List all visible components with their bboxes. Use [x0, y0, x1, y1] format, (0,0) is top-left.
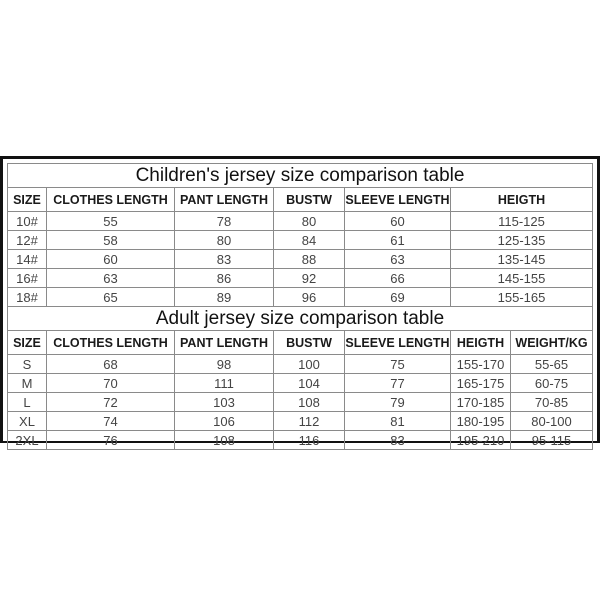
table-cell: 72 — [46, 392, 175, 412]
table-cell: 88 — [273, 249, 345, 269]
table-cell: 100 — [273, 354, 345, 374]
column-header: HEIGTH — [449, 187, 594, 212]
table-row: 18# 65 89 96 69 155-165 — [7, 287, 594, 307]
table-cell: 155-165 — [449, 287, 594, 307]
column-header: BUSTW — [273, 330, 345, 355]
table-cell: 108 — [273, 392, 345, 412]
column-header: WEIGHT/KG — [509, 330, 594, 355]
table-cell: XL — [7, 411, 47, 431]
table-row: 12# 58 80 84 61 125-135 — [7, 230, 594, 250]
table-cell: 74 — [46, 411, 175, 431]
table-cell: 65 — [46, 287, 175, 307]
table-cell: 63 — [344, 249, 451, 269]
table-cell: 60 — [46, 249, 175, 269]
size-chart-frame: Children's jersey size comparison table S… — [0, 156, 600, 450]
column-header: CLOTHES LENGTH — [46, 187, 175, 212]
table-cell: 61 — [344, 230, 451, 250]
column-header: CLOTHES LENGTH — [46, 330, 175, 355]
table-cell: 81 — [344, 411, 451, 431]
column-header: SIZE — [7, 187, 47, 212]
table-cell: 155-170 — [450, 354, 511, 374]
table-cell: 111 — [174, 373, 274, 393]
table-cell: 76 — [46, 430, 175, 450]
table-cell: 78 — [174, 211, 274, 231]
column-header: SLEEVE LENGTH — [344, 187, 451, 212]
table-cell: 10# — [7, 211, 47, 231]
table-cell: 69 — [344, 287, 451, 307]
table-cell: 92 — [273, 268, 345, 288]
table-cell: 108 — [174, 430, 274, 450]
table-cell: L — [7, 392, 47, 412]
table-cell: 16# — [7, 268, 47, 288]
table-cell: 79 — [344, 392, 451, 412]
table-cell: 165-175 — [450, 373, 511, 393]
table-cell: 115-125 — [449, 211, 594, 231]
table-cell: 70 — [46, 373, 175, 393]
table-cell: 66 — [344, 268, 451, 288]
table-cell: 96 — [273, 287, 345, 307]
column-header: SIZE — [7, 330, 47, 355]
table-cell: 2XL — [7, 430, 47, 450]
column-header: SLEEVE LENGTH — [344, 330, 451, 355]
table-cell: 170-185 — [450, 392, 511, 412]
table-row: L 72 103 108 79 170-185 70-85 — [7, 392, 594, 412]
table-cell: 116 — [273, 430, 345, 450]
table-cell: 75 — [344, 354, 451, 374]
table-row: M 70 111 104 77 165-175 60-75 — [7, 373, 594, 393]
table-row: 10# 55 78 80 60 115-125 — [7, 211, 594, 231]
adult-title-row: Adult jersey size comparison table — [6, 306, 594, 331]
table-cell: 83 — [174, 249, 274, 269]
table-cell: 98 — [174, 354, 274, 374]
table-row: 14# 60 83 88 63 135-145 — [7, 249, 594, 269]
table-cell: 77 — [344, 373, 451, 393]
table-cell: 106 — [174, 411, 274, 431]
adult-table-title: Adult jersey size comparison table — [6, 306, 594, 331]
table-cell: 55-65 — [509, 354, 594, 374]
table-row: 2XL 76 108 116 83 195-210 95-115 — [7, 430, 594, 450]
table-cell: 180-195 — [450, 411, 511, 431]
table-cell: 125-135 — [449, 230, 594, 250]
size-comparison-table: Children's jersey size comparison table S… — [6, 163, 594, 450]
table-cell: 195-210 — [450, 430, 511, 450]
table-cell: 80 — [174, 230, 274, 250]
column-header: PANT LENGTH — [174, 187, 274, 212]
column-header: HEIGTH — [450, 330, 511, 355]
table-cell: 12# — [7, 230, 47, 250]
table-cell: 60 — [344, 211, 451, 231]
table-cell: 95-115 — [509, 430, 594, 450]
table-cell: M — [7, 373, 47, 393]
table-cell: 135-145 — [449, 249, 594, 269]
column-header: BUSTW — [273, 187, 345, 212]
children-title-row: Children's jersey size comparison table — [6, 163, 594, 188]
table-cell: 68 — [46, 354, 175, 374]
table-cell: 86 — [174, 268, 274, 288]
children-header-row: SIZE CLOTHES LENGTH PANT LENGTH BUSTW SLEEVE… — [7, 187, 594, 212]
table-cell: 80 — [273, 211, 345, 231]
table-cell: 70-85 — [509, 392, 594, 412]
table-cell: 60-75 — [509, 373, 594, 393]
table-row: 16# 63 86 92 66 145-155 — [7, 268, 594, 288]
table-cell: 145-155 — [449, 268, 594, 288]
table-row: XL 74 106 112 81 180-195 80-100 — [7, 411, 594, 431]
table-cell: 104 — [273, 373, 345, 393]
table-cell: 112 — [273, 411, 345, 431]
table-cell: 55 — [46, 211, 175, 231]
column-header: PANT LENGTH — [174, 330, 274, 355]
adult-header-row: SIZE CLOTHES LENGTH PANT LENGTH BUSTW SLEEVE… — [7, 330, 594, 355]
table-cell: 63 — [46, 268, 175, 288]
table-cell: 58 — [46, 230, 175, 250]
table-cell: 80-100 — [509, 411, 594, 431]
table-cell: 83 — [344, 430, 451, 450]
table-cell: 89 — [174, 287, 274, 307]
table-cell: 14# — [7, 249, 47, 269]
table-cell: S — [7, 354, 47, 374]
table-cell: 84 — [273, 230, 345, 250]
children-table-title: Children's jersey size comparison table — [6, 163, 594, 188]
table-cell: 18# — [7, 287, 47, 307]
table-row: S 68 98 100 75 155-170 55-65 — [7, 354, 594, 374]
table-cell: 103 — [174, 392, 274, 412]
